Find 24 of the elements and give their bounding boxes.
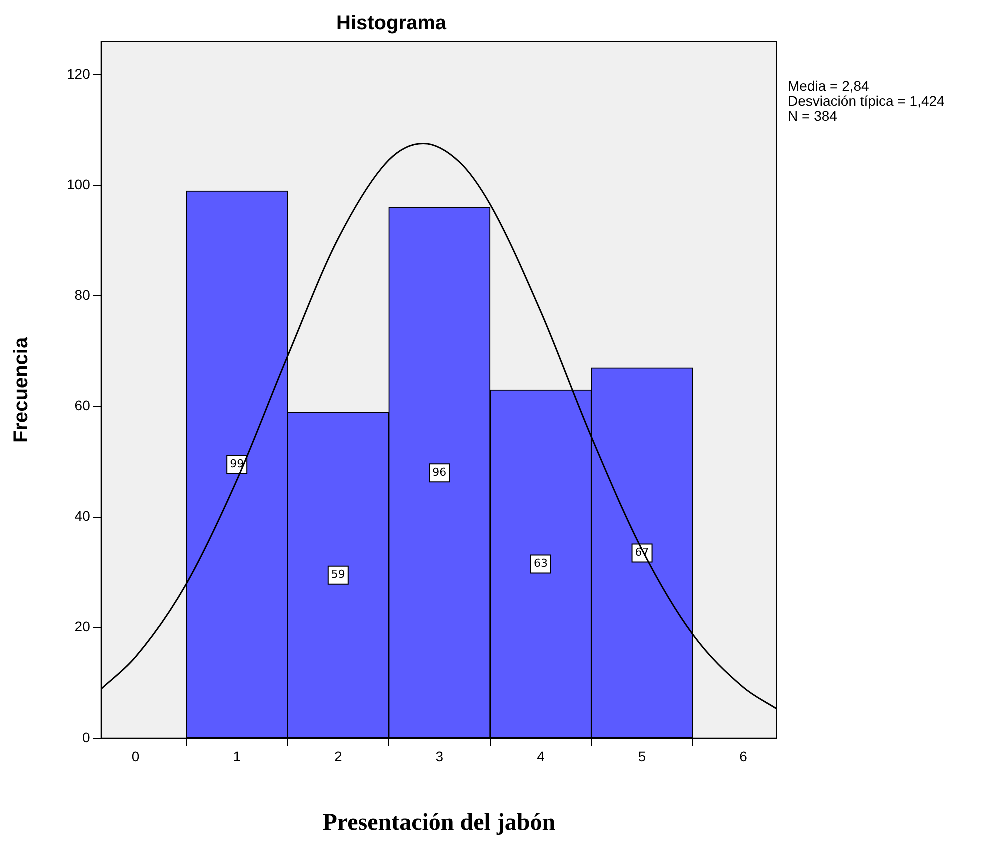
x-tick-label: 5 bbox=[638, 748, 646, 765]
y-tick-label: 0 bbox=[82, 729, 91, 746]
text: N = 384 bbox=[788, 108, 838, 124]
y-tick-label: 100 bbox=[67, 176, 91, 193]
text: Media = 2,84 bbox=[788, 78, 870, 94]
x-tick-label: 0 bbox=[132, 748, 140, 765]
chart-title: Histograma bbox=[336, 12, 448, 35]
x-tick-label: 6 bbox=[740, 748, 748, 765]
y-axis-title: Frecuencia bbox=[10, 336, 33, 444]
y-tick-label: 80 bbox=[74, 287, 91, 304]
x-tick-label: 3 bbox=[436, 748, 444, 765]
y-tick-label: 120 bbox=[67, 66, 91, 82]
x-tick-label: 4 bbox=[537, 748, 546, 765]
y-tick-label: 60 bbox=[74, 398, 91, 414]
y-tick-label: 20 bbox=[74, 618, 91, 635]
y-tick-label: 40 bbox=[74, 508, 91, 524]
data-label: 96 bbox=[432, 466, 447, 479]
x-tick-label: 1 bbox=[233, 748, 242, 765]
data-label: 59 bbox=[331, 568, 346, 582]
data-label: 99 bbox=[230, 458, 244, 471]
data-label: 63 bbox=[534, 557, 548, 570]
x-tick-label: 2 bbox=[334, 748, 342, 765]
x-axis-title: Presentación del jabón bbox=[322, 810, 556, 836]
text: Desviación típica = 1,424 bbox=[788, 92, 946, 109]
